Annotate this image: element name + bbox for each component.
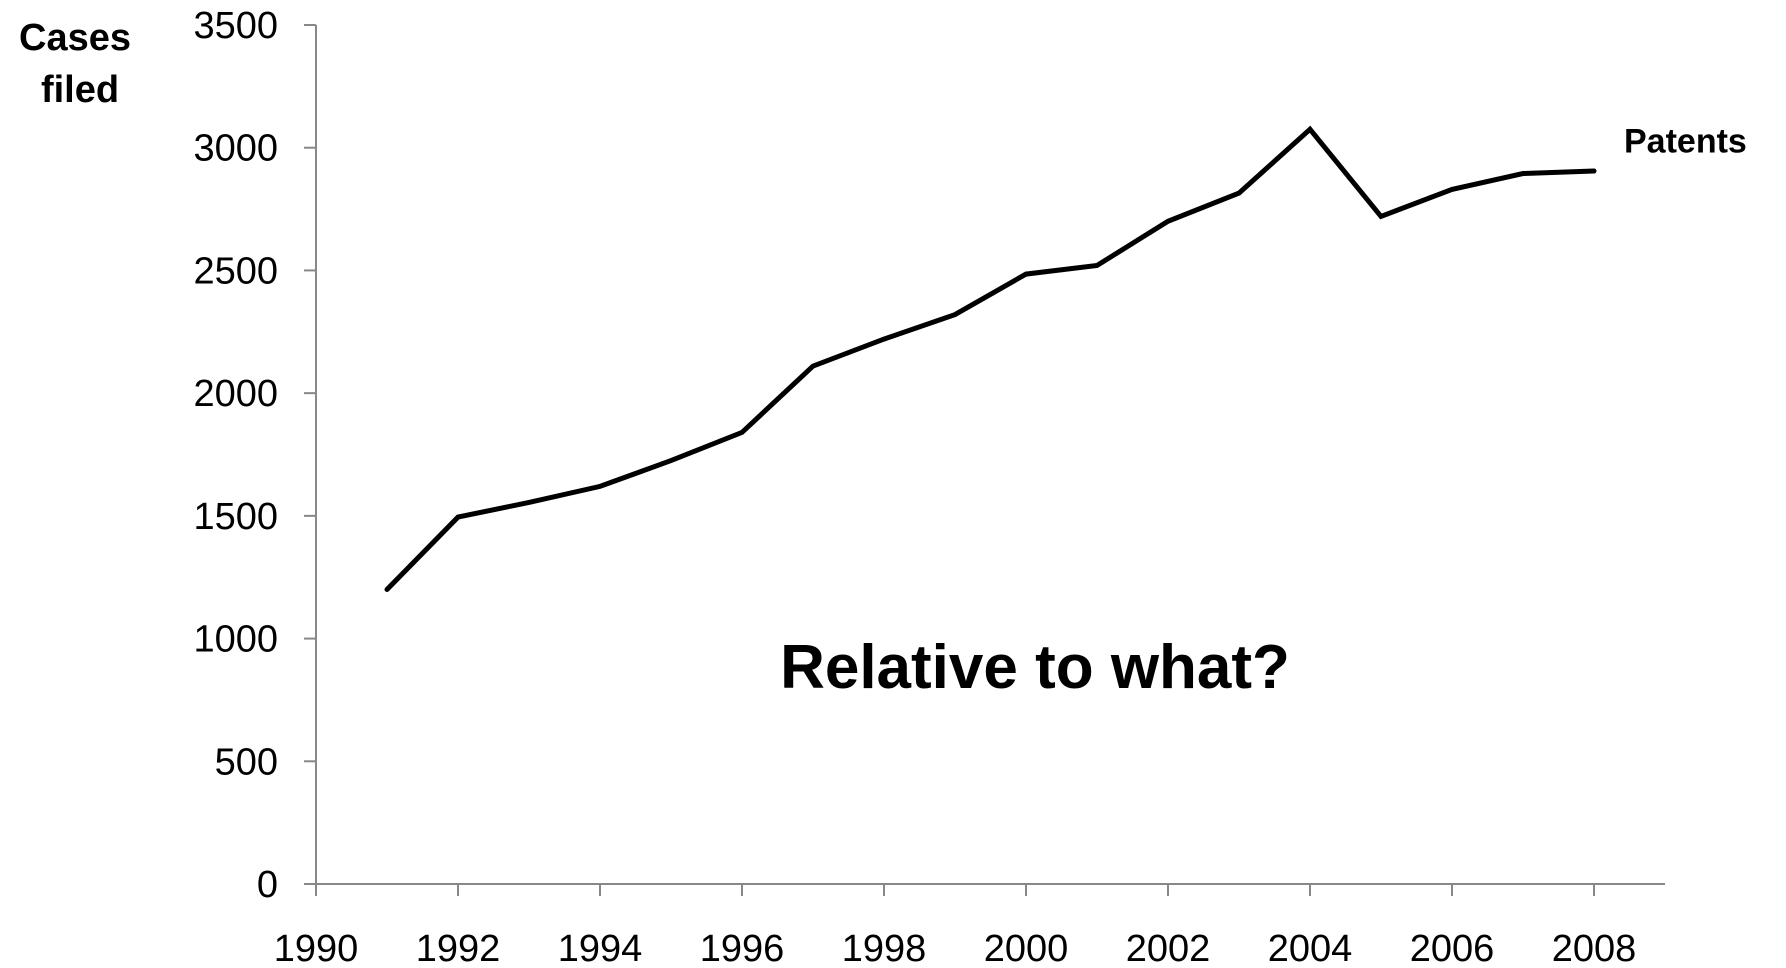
x-tick-label: 2000: [984, 928, 1069, 968]
x-tick-label: 1998: [842, 928, 927, 968]
y-tick-label: 0: [257, 864, 278, 906]
y-tick-label: 1500: [193, 496, 278, 538]
chart-annotation: Relative to what?: [780, 633, 1290, 702]
y-tick-label: 1000: [193, 619, 278, 661]
y-axis-title-line-1: Cases: [19, 17, 131, 59]
x-tick-label: 2006: [1410, 928, 1495, 968]
y-tick-label: 3500: [193, 5, 278, 47]
y-tick-label: 3000: [193, 128, 278, 170]
x-tick-label: 1994: [558, 928, 643, 968]
y-tick-label: 2500: [193, 250, 278, 292]
y-tick-label: 500: [215, 741, 278, 783]
x-tick-label: 2004: [1268, 928, 1353, 968]
y-axis-title-line-2: filed: [41, 69, 119, 111]
x-tick-label: 1990: [274, 928, 359, 968]
x-tick-label: 2002: [1126, 928, 1211, 968]
x-axis: 1990 1992 1994 1996 1998 2000 2002 2004 2006 2008: [274, 883, 1665, 968]
y-axis: 0 500 1000 1500 2000 2500 3000 3500: [193, 5, 317, 906]
x-tick-label: 1992: [416, 928, 501, 968]
series-label: Patents: [1624, 123, 1747, 161]
x-tick-label: 2008: [1552, 928, 1637, 968]
series-line-0: [384, 125, 1597, 592]
y-tick-label: 2000: [193, 373, 278, 415]
x-tick-label: 1996: [700, 928, 785, 968]
series-layer: Patents: [384, 123, 1747, 592]
